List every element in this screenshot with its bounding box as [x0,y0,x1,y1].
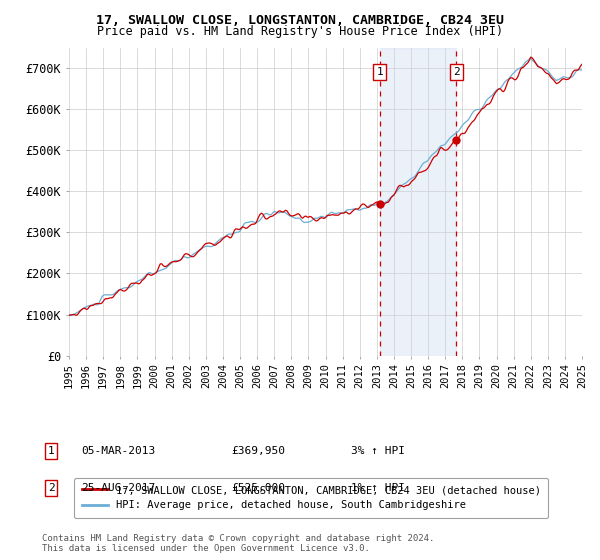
Text: 2: 2 [453,67,460,77]
Text: 25-AUG-2017: 25-AUG-2017 [81,483,155,493]
Text: 2: 2 [47,483,55,493]
Text: Contains HM Land Registry data © Crown copyright and database right 2024.
This d: Contains HM Land Registry data © Crown c… [42,534,434,553]
Text: 3% ↑ HPI: 3% ↑ HPI [351,446,405,456]
Text: 1% ↑ HPI: 1% ↑ HPI [351,483,405,493]
Text: 1: 1 [47,446,55,456]
Text: 17, SWALLOW CLOSE, LONGSTANTON, CAMBRIDGE, CB24 3EU: 17, SWALLOW CLOSE, LONGSTANTON, CAMBRIDG… [96,14,504,27]
Text: £525,000: £525,000 [231,483,285,493]
Text: 1: 1 [376,67,383,77]
Text: 05-MAR-2013: 05-MAR-2013 [81,446,155,456]
Text: £369,950: £369,950 [231,446,285,456]
Text: Price paid vs. HM Land Registry's House Price Index (HPI): Price paid vs. HM Land Registry's House … [97,25,503,38]
Bar [380,48,457,356]
Legend: 17, SWALLOW CLOSE, LONGSTANTON, CAMBRIDGE, CB24 3EU (detached house), HPI: Avera: 17, SWALLOW CLOSE, LONGSTANTON, CAMBRIDG… [74,478,548,517]
